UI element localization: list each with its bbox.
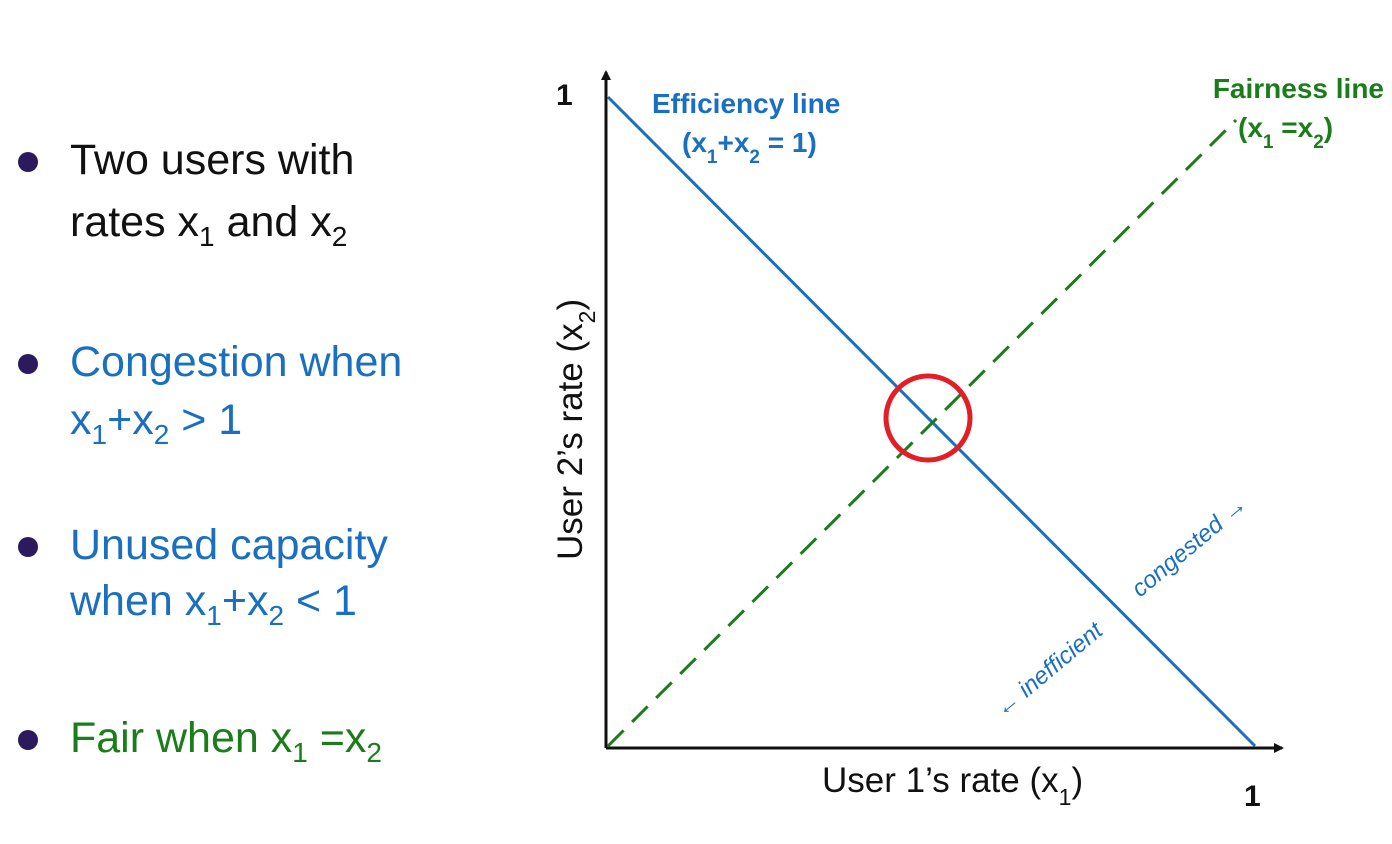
bullet-two-users: Two users with rates x1 and x2 — [18, 130, 498, 260]
bullet-text-line1: Unused capacity — [70, 521, 388, 569]
bullet-text-line2: when x1+x2 < 1 — [70, 577, 357, 631]
bullet-text-line1: Two users with — [70, 136, 355, 184]
bullet-dot — [18, 354, 38, 374]
bullet-text-line1: Congestion when — [70, 338, 403, 386]
congested-annotation: congested → — [1127, 491, 1253, 603]
bullet-text-line1: Fair when x1 =x2 — [70, 714, 382, 768]
bullet-text-line2: rates x1 and x2 — [70, 198, 348, 252]
bullet-fair: Fair when x1 =x2 — [18, 708, 498, 778]
congested-arrow-icon: → — [1216, 491, 1252, 527]
bullet-unused-capacity: Unused capacity when x1+x2 < 1 — [18, 515, 498, 645]
y-axis-label: User 2’s rate (x2) — [551, 299, 600, 560]
inefficient-label: ← inefficient — [990, 616, 1110, 722]
y-tick-1: 1 — [556, 79, 573, 112]
efficiency-line-title: Efficiency line — [652, 88, 840, 119]
x-tick-1: 1 — [1244, 780, 1261, 813]
fairness-line — [606, 118, 1238, 748]
efficiency-line-equation: (x1+x2 = 1) — [682, 127, 817, 168]
bullet-dot — [18, 152, 38, 172]
bullet-dot — [18, 537, 38, 557]
bullet-text-line2: x1+x2 > 1 — [70, 396, 243, 450]
x-axis-label: User 1’s rate (x1) — [822, 761, 1083, 810]
bullet-list: Two users with rates x1 and x2 Congestio… — [0, 0, 520, 844]
bullet-congestion: Congestion when x1+x2 > 1 — [18, 332, 498, 462]
fairness-line-equation: (x1 =x2) — [1238, 112, 1333, 153]
bullet-dot — [18, 730, 38, 750]
inefficient-annotation: ← inefficient — [990, 616, 1110, 722]
congested-label: congested → — [1127, 491, 1253, 603]
optimal-point-circle — [883, 373, 973, 463]
fairness-line-title: Fairness line — [1213, 73, 1384, 104]
